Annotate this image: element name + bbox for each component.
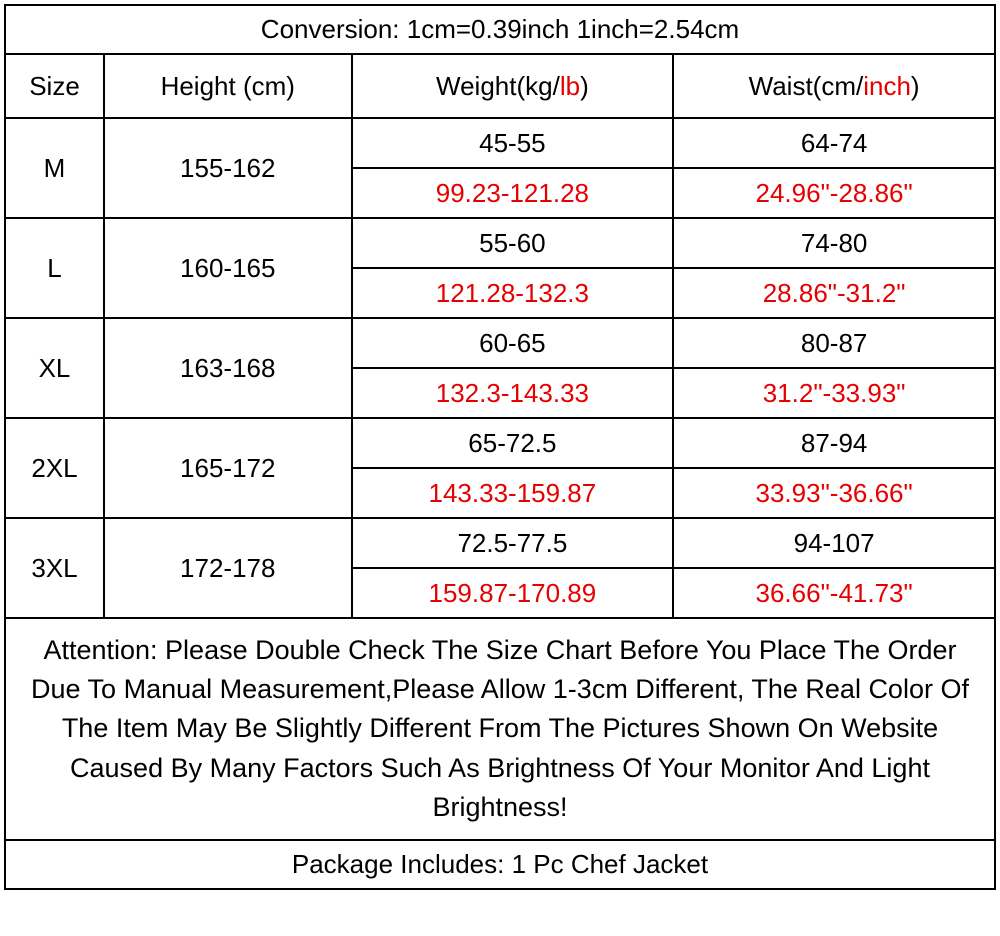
header-size: Size — [5, 54, 104, 118]
weight-secondary: 121.28-132.3 — [352, 268, 674, 318]
conversion-row: Conversion: 1cm=0.39inch 1inch=2.54cm — [5, 5, 995, 54]
size-cell: 3XL — [5, 518, 104, 618]
size-cell: 2XL — [5, 418, 104, 518]
header-waist: Waist(cm/inch) — [673, 54, 995, 118]
height-cell: 155-162 — [104, 118, 352, 218]
height-cell: 165-172 — [104, 418, 352, 518]
header-weight-suffix: ) — [580, 71, 589, 101]
package-row: Package Includes: 1 Pc Chef Jacket — [5, 840, 995, 889]
table-row: M 155-162 45-55 64-74 — [5, 118, 995, 168]
weight-primary: 55-60 — [352, 218, 674, 268]
waist-secondary: 24.96"-28.86" — [673, 168, 995, 218]
waist-secondary: 33.93"-36.66" — [673, 468, 995, 518]
conversion-text: Conversion: 1cm=0.39inch 1inch=2.54cm — [5, 5, 995, 54]
waist-secondary: 28.86"-31.2" — [673, 268, 995, 318]
table-row: L 160-165 55-60 74-80 — [5, 218, 995, 268]
waist-secondary: 36.66"-41.73" — [673, 568, 995, 618]
header-weight-accent: lb — [560, 71, 580, 101]
height-cell: 172-178 — [104, 518, 352, 618]
weight-primary: 72.5-77.5 — [352, 518, 674, 568]
table-row: 2XL 165-172 65-72.5 87-94 — [5, 418, 995, 468]
height-cell: 160-165 — [104, 218, 352, 318]
size-cell: M — [5, 118, 104, 218]
waist-primary: 80-87 — [673, 318, 995, 368]
attention-row: Attention: Please Double Check The Size … — [5, 618, 995, 840]
header-waist-suffix: ) — [911, 71, 920, 101]
size-chart-table: Conversion: 1cm=0.39inch 1inch=2.54cm Si… — [4, 4, 996, 890]
table-row: XL 163-168 60-65 80-87 — [5, 318, 995, 368]
header-height: Height (cm) — [104, 54, 352, 118]
header-weight: Weight(kg/lb) — [352, 54, 674, 118]
table-row: 3XL 172-178 72.5-77.5 94-107 — [5, 518, 995, 568]
waist-primary: 64-74 — [673, 118, 995, 168]
header-waist-accent: inch — [863, 71, 911, 101]
attention-text: Attention: Please Double Check The Size … — [5, 618, 995, 840]
weight-secondary: 99.23-121.28 — [352, 168, 674, 218]
size-cell: XL — [5, 318, 104, 418]
weight-secondary: 132.3-143.33 — [352, 368, 674, 418]
header-weight-prefix: Weight(kg/ — [436, 71, 560, 101]
waist-primary: 74-80 — [673, 218, 995, 268]
weight-primary: 45-55 — [352, 118, 674, 168]
weight-primary: 65-72.5 — [352, 418, 674, 468]
package-text: Package Includes: 1 Pc Chef Jacket — [5, 840, 995, 889]
weight-secondary: 143.33-159.87 — [352, 468, 674, 518]
weight-secondary: 159.87-170.89 — [352, 568, 674, 618]
weight-primary: 60-65 — [352, 318, 674, 368]
height-cell: 163-168 — [104, 318, 352, 418]
waist-primary: 87-94 — [673, 418, 995, 468]
waist-primary: 94-107 — [673, 518, 995, 568]
waist-secondary: 31.2"-33.93" — [673, 368, 995, 418]
header-waist-prefix: Waist(cm/ — [749, 71, 864, 101]
header-row: Size Height (cm) Weight(kg/lb) Waist(cm/… — [5, 54, 995, 118]
size-cell: L — [5, 218, 104, 318]
